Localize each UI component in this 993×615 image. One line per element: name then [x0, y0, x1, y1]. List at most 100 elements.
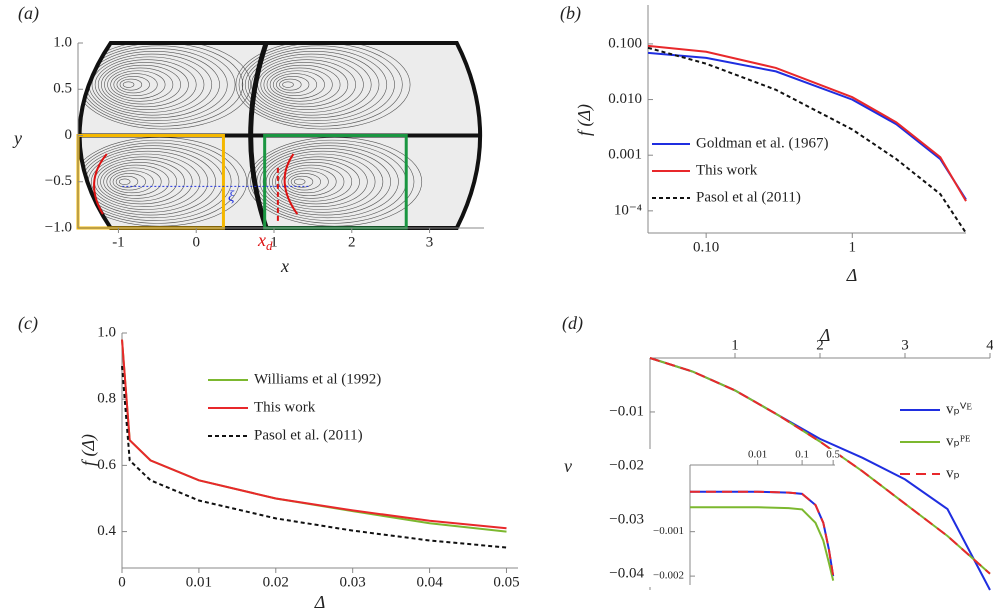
y-tick-label: 0.8 [97, 391, 116, 407]
series-line [647, 46, 967, 234]
contour-line [272, 73, 318, 97]
contour-line [119, 78, 143, 91]
panel-label: (c) [18, 313, 38, 334]
contour-line [281, 167, 337, 196]
contour-line [287, 173, 321, 191]
annotation-sub: d [266, 238, 273, 253]
contour-line [113, 73, 158, 97]
x-tick-label: 0.5 [826, 449, 840, 461]
contour-line [106, 167, 162, 196]
contour-line [79, 43, 251, 130]
x-tick-label: 0.02 [263, 574, 289, 590]
annotation: xd [257, 230, 273, 253]
x-tick-label: 2 [816, 337, 824, 353]
x-tick-label: 4 [986, 337, 993, 353]
annotation: ξ [228, 189, 235, 205]
contour-line [269, 156, 368, 208]
contour-line [263, 64, 341, 105]
contour-line [278, 164, 345, 199]
series-line [121, 339, 507, 530]
contour-line [110, 70, 166, 99]
contour-line [97, 159, 185, 205]
series-line [690, 490, 835, 577]
contour-line [94, 56, 205, 113]
contour-line [109, 170, 154, 194]
x-tick-label: 0.03 [340, 574, 366, 590]
y-tick-label: 0.5 [53, 81, 72, 97]
panel-label: (b) [560, 3, 581, 24]
y-axis-label: f (Δ) [78, 434, 99, 466]
legend-label: Pasol et al (2011) [696, 189, 801, 205]
x-axis-label: Δ [846, 265, 858, 285]
contour-line [107, 67, 174, 102]
y-tick-label: 1.0 [97, 324, 116, 340]
y-tick-label: −0.03 [609, 511, 644, 527]
x-tick-label: 1 [731, 337, 739, 353]
contour-line [248, 51, 380, 119]
x-axis-label: Δ [819, 325, 831, 345]
contour-line [275, 162, 353, 202]
contour-line [290, 175, 314, 188]
y-axis-label: f (Δ) [574, 104, 595, 136]
panel-label: (a) [18, 3, 39, 24]
series-line [121, 366, 507, 549]
x-tick-label: 0.05 [493, 574, 519, 590]
annotation-text: x [257, 230, 266, 250]
legend-label: Goldman et al. (1967) [696, 135, 828, 151]
y-tick-label: −0.01 [609, 403, 644, 419]
y-tick-label: 1.0 [53, 34, 72, 50]
annotation-text: ξ [228, 189, 235, 205]
contour-line [235, 43, 411, 130]
contour-line [265, 153, 376, 210]
y-tick-label: −1.0 [45, 219, 72, 235]
x-tick-label: 0.04 [416, 574, 443, 590]
y-tick-label: −0.001 [653, 525, 684, 537]
y-tick-label: −0.04 [609, 565, 644, 581]
rotation-arrow [283, 153, 299, 215]
legend-label: vₚ [946, 465, 960, 481]
x-tick-label: 3 [901, 337, 909, 353]
x-tick-label: 0.01 [186, 574, 212, 590]
x-tick-label: 1 [270, 234, 278, 250]
contour-line [79, 142, 232, 221]
contour-line [100, 162, 178, 202]
legend-label: This work [696, 162, 758, 178]
contour-line [269, 70, 325, 99]
x-tick-label: -1 [112, 234, 125, 250]
contour-line [244, 48, 388, 122]
y-tick-label: 0.100 [608, 35, 642, 51]
contour-line [262, 150, 384, 213]
contour-line [260, 62, 349, 108]
legend-label: vₚᴾᴱ [946, 433, 971, 449]
y-tick-label: 0 [65, 127, 73, 143]
y-tick-label: 0.001 [608, 147, 642, 163]
contour-line [251, 53, 372, 116]
contour-line [259, 148, 391, 216]
contour-line [90, 153, 201, 210]
contour-line [112, 173, 146, 191]
panel-label: (d) [562, 313, 583, 334]
series-line [690, 506, 835, 581]
contour-line [279, 78, 302, 91]
y-tick-label: 0.6 [97, 457, 116, 473]
rotation-arrow [93, 153, 108, 215]
y-axis-label: v [564, 456, 572, 476]
y-tick-label: 0.4 [97, 523, 116, 539]
contours [79, 43, 481, 228]
contour-line [104, 64, 181, 105]
contour-line [282, 81, 294, 88]
contour-line [101, 62, 189, 108]
contour-line [97, 59, 197, 110]
legend-label: This work [254, 399, 316, 415]
x-axis-label: Δ [314, 592, 326, 612]
contour-line [250, 139, 415, 224]
y-tick-label: −0.002 [653, 570, 684, 582]
contour-line [91, 53, 213, 116]
series-line [649, 357, 991, 575]
contour-line [115, 175, 139, 188]
legend-label: Pasol et al. (2011) [254, 427, 363, 443]
contour-line [276, 76, 310, 94]
contour-line [116, 76, 150, 94]
y-tick-label: 0.010 [608, 91, 642, 107]
